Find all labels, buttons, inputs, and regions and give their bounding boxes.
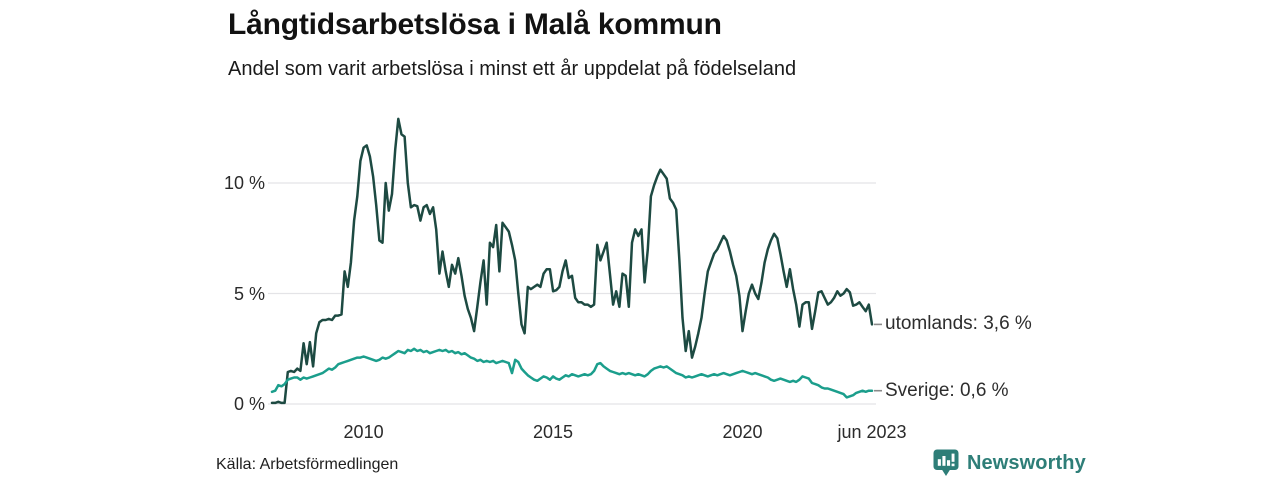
- x-axis-tick-label: 2010: [343, 422, 384, 442]
- bar-chart-glyph: [937, 453, 955, 467]
- series-line-sverige: [270, 347, 874, 399]
- x-axis-tick-label: 2015: [533, 422, 574, 442]
- newsworthy-logo-icon: [933, 449, 959, 476]
- newsworthy-wordmark: Newsworthy: [967, 451, 1086, 474]
- series-line-utomlands: [270, 117, 874, 405]
- series-label-utomlands: utomlands: 3,6 %: [885, 313, 1032, 335]
- y-axis-tick-label: 5 %: [233, 283, 265, 304]
- x-axis-tick-label: 2020: [722, 422, 763, 442]
- y-axis-tick-label: 10 %: [223, 173, 265, 193]
- gridlines: [268, 182, 876, 405]
- series-label-sverige: Sverige: 0,6 %: [885, 379, 1009, 401]
- series-lines: [270, 117, 874, 405]
- source-note: Källa: Arbetsförmedlingen: [216, 456, 399, 473]
- chart-subtitle: Andel som varit arbetslösa i minst ett å…: [228, 58, 797, 80]
- y-axis-tick-label: 0 %: [233, 394, 265, 414]
- chart-title: Långtidsarbetslösa i Malå kommun: [228, 8, 722, 41]
- newsworthy-brand: Newsworthy: [933, 449, 1086, 477]
- legend-connector-dashes: [874, 323, 882, 392]
- x-axis-tick-label: jun 2023: [837, 422, 907, 442]
